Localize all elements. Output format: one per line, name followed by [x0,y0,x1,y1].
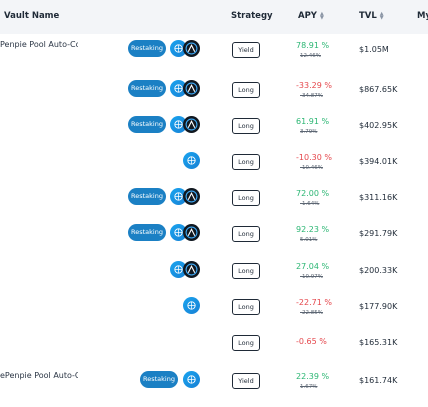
apy-previous: -1.64% [300,201,320,207]
network-globe-icon [170,224,187,241]
apy-value: 78.91 % [296,41,330,50]
protocol-logo-icon [183,80,200,97]
strategy-badge: Yield [232,42,260,58]
tvl-value: $165.31K [359,338,398,347]
tvl-value: $402.95K [359,121,398,130]
apy-value: 92.23 % [296,225,330,234]
tvl-value: $311.16K [359,193,398,202]
strategy-badge: Long [232,154,260,170]
tvl-value: $394.01K [359,157,398,166]
restaking-badge: Restaking [128,116,166,133]
tvl-value: $1.05M [359,45,389,54]
col-strategy[interactable]: Strategy [231,11,273,21]
apy-value: 22.39 % [296,372,330,381]
network-globe-icon [170,40,187,57]
restaking-badge: Restaking [128,188,166,205]
table-header: Vault Name Strategy APY ▲▼ TVL ▲▼ My [0,0,428,34]
table-row[interactable]: Long -0.65 % $165.31K [0,335,428,371]
restaking-badge: Restaking [128,224,166,241]
protocol-logo-icon [183,40,200,57]
apy-previous: -10.46% [300,165,323,171]
apy-value: -33.29 % [296,81,332,90]
restaking-badge: Restaking [140,371,178,388]
col-apy-label: APY [298,11,317,21]
apy-previous: 1.67% [300,384,318,390]
protocol-logo-icon [183,188,200,205]
strategy-badge: Long [232,190,260,206]
apy-previous: 12.46% [300,53,321,59]
table-row[interactable]: Restaking Long -33.29 % -34.87% $867.65K [0,80,428,116]
vault-name[interactable]: Penpie Pool Auto-Co [0,40,78,49]
col-apy[interactable]: APY ▲ ▼ [298,11,324,21]
strategy-badge: Long [232,299,260,315]
protocol-logo-icon [183,224,200,241]
restaking-badge: Restaking [128,40,166,57]
col-my-label: My [417,11,428,21]
col-my[interactable]: My [417,11,428,21]
col-tvl-label: TVL [359,11,377,21]
strategy-badge: Long [232,226,260,242]
apy-previous: -22.85% [300,310,323,316]
apy-value: -0.65 % [296,337,327,346]
table-row[interactable]: Penpie Pool Auto-Co Restaking Yield 78.9… [0,40,428,76]
network-globe-icon [170,261,187,278]
strategy-badge: Long [232,263,260,279]
sort-arrows-icon[interactable]: ▲ ▼ [379,11,384,21]
strategy-badge: Long [232,82,260,98]
tvl-value: $291.79K [359,229,398,238]
table-row[interactable]: ePenpie Pool Auto-C Restaking Yield 22.3… [0,371,428,407]
network-globe-icon [183,371,200,388]
tvl-value: $161.74K [359,376,398,385]
apy-previous: -10.97% [300,274,323,280]
strategy-badge: Long [232,118,260,134]
network-globe-icon [170,116,187,133]
restaking-badge: Restaking [128,80,166,97]
protocol-logo-icon [183,261,200,278]
apy-previous: 3.79% [300,129,318,135]
vault-name[interactable]: ePenpie Pool Auto-C [0,371,78,380]
network-globe-icon [183,152,200,169]
protocol-logo-icon [183,116,200,133]
col-tvl[interactable]: TVL ▲ ▼ [359,11,384,21]
tvl-value: $200.33K [359,266,398,275]
apy-value: 61.91 % [296,117,330,126]
table-row[interactable]: Long -22.71 % -22.85% $177.90K [0,297,428,333]
table-row[interactable]: Restaking Long 92.23 % 5.01% $291.79K [0,224,428,260]
apy-value: 72.00 % [296,189,330,198]
apy-value: -22.71 % [296,298,332,307]
tvl-value: $177.90K [359,302,398,311]
tvl-value: $867.65K [359,85,398,94]
table-row[interactable]: Restaking Long 72.00 % -1.64% $311.16K [0,188,428,224]
col-vault-name-label: Vault Name [4,11,60,21]
table-row[interactable]: Restaking Long 61.91 % 3.79% $402.95K [0,116,428,152]
apy-previous: 5.01% [300,237,318,243]
col-vault-name[interactable]: Vault Name [4,11,59,21]
apy-previous: -34.87% [300,93,323,99]
network-globe-icon [170,80,187,97]
table-row[interactable]: Long 27.04 % -10.97% $200.33K [0,261,428,297]
network-globe-icon [183,297,200,314]
col-strategy-label: Strategy [231,11,273,21]
network-globe-icon [170,188,187,205]
strategy-badge: Long [232,335,260,351]
sort-arrows-icon[interactable]: ▲ ▼ [319,11,324,21]
table-row[interactable]: Long -10.30 % -10.46% $394.01K [0,152,428,188]
apy-value: -10.30 % [296,153,332,162]
strategy-badge: Yield [232,373,260,389]
apy-value: 27.04 % [296,262,330,271]
